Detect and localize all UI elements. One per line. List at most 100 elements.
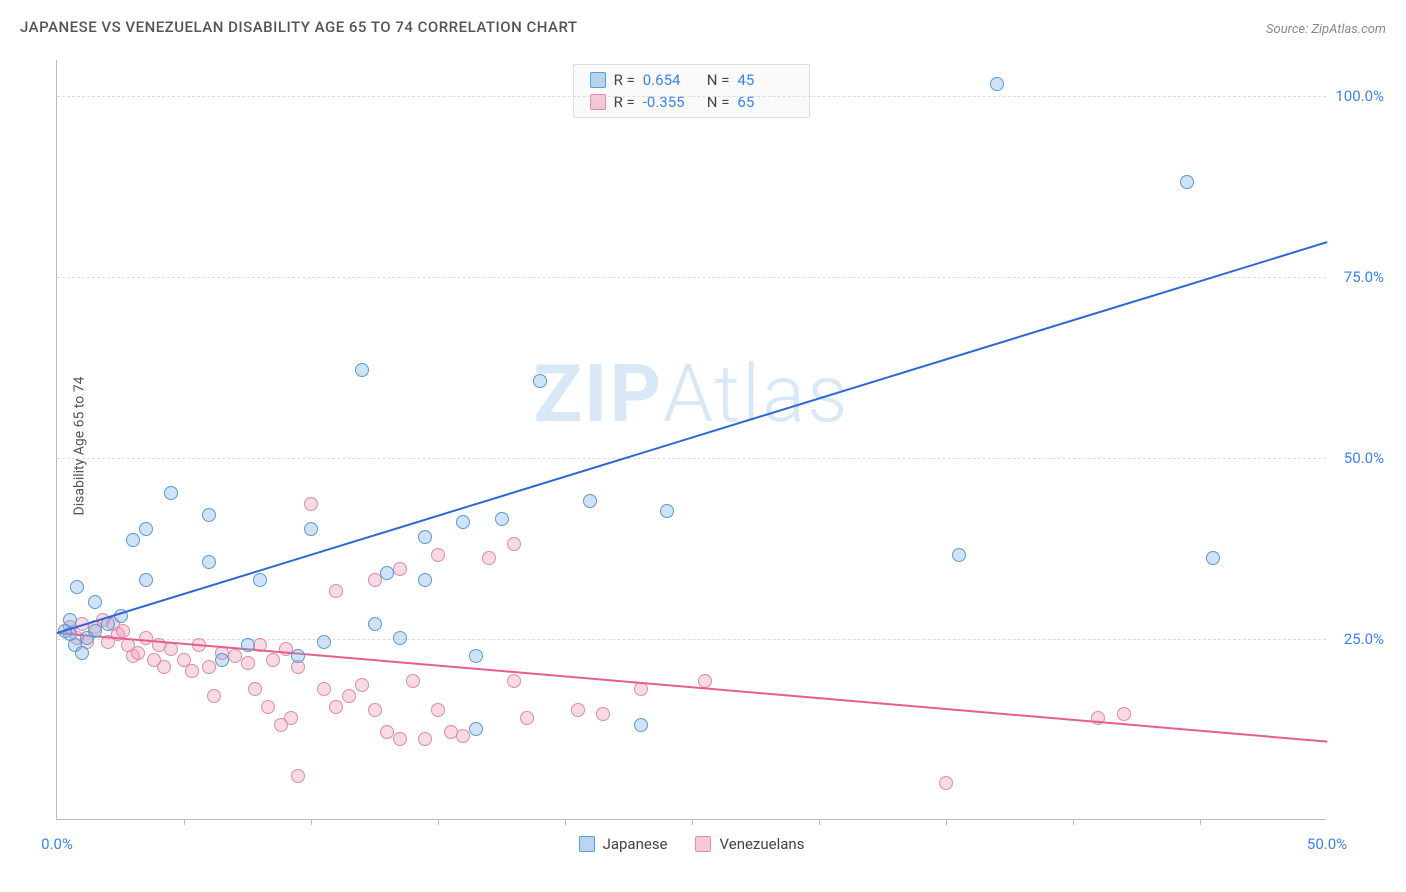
japanese-point <box>368 617 382 631</box>
venezuelans-point <box>368 573 382 587</box>
japanese-point <box>380 566 394 580</box>
japanese-point <box>456 515 470 529</box>
venezuelans-point <box>596 707 610 721</box>
venezuelans-point <box>131 646 145 660</box>
venezuelans-point <box>368 703 382 717</box>
swatch-japanese <box>590 72 606 88</box>
japanese-point <box>139 522 153 536</box>
stat-n-japanese: 45 <box>737 71 793 89</box>
japanese-point <box>393 631 407 645</box>
watermark-bold: ZIP <box>534 347 664 441</box>
japanese-point <box>291 649 305 663</box>
y-tick-label: 25.0% <box>1344 630 1384 648</box>
venezuelans-point <box>418 732 432 746</box>
x-tick-mark <box>565 819 566 825</box>
x-tick-mark <box>1073 819 1074 825</box>
japanese-point <box>70 580 84 594</box>
japanese-point <box>418 573 432 587</box>
venezuelans-point <box>355 678 369 692</box>
japanese-point <box>304 522 318 536</box>
venezuelans-point <box>431 548 445 562</box>
legend-label-venezuelans: Venezuelans <box>720 835 805 853</box>
watermark-thin: Atlas <box>663 347 849 441</box>
venezuelans-point <box>207 689 221 703</box>
venezuelans-point <box>248 682 262 696</box>
japanese-point <box>139 573 153 587</box>
venezuelans-point <box>157 660 171 674</box>
japanese-point <box>164 486 178 500</box>
venezuelans-point <box>939 776 953 790</box>
x-tick-mark <box>946 819 947 825</box>
gridline-h <box>57 458 1326 459</box>
japanese-point <box>317 635 331 649</box>
source-attribution: Source: ZipAtlas.com <box>1266 22 1386 37</box>
venezuelans-point <box>284 711 298 725</box>
stat-label-n: N = <box>707 71 730 89</box>
venezuelans-point <box>241 656 255 670</box>
stat-label-r: R = <box>614 71 635 89</box>
legend-swatch-venezuelans <box>696 836 712 852</box>
japanese-point <box>1206 551 1220 565</box>
chart-title: JAPANESE VS VENEZUELAN DISABILITY AGE 65… <box>20 18 578 36</box>
japanese-point <box>253 573 267 587</box>
y-tick-label: 100.0% <box>1335 87 1384 105</box>
japanese-trendline <box>57 241 1328 634</box>
venezuelans-point <box>393 562 407 576</box>
y-tick-label: 75.0% <box>1344 268 1384 286</box>
x-tick-mark <box>819 819 820 825</box>
venezuelans-point <box>342 689 356 703</box>
japanese-point <box>202 508 216 522</box>
legend-swatch-japanese <box>579 836 595 852</box>
japanese-point <box>126 533 140 547</box>
japanese-point <box>215 653 229 667</box>
venezuelans-point <box>185 664 199 678</box>
stat-r-japanese: 0.654 <box>643 71 699 89</box>
venezuelans-point <box>291 769 305 783</box>
venezuelans-point <box>431 703 445 717</box>
x-tick-mark <box>438 819 439 825</box>
x-tick-label: 0.0% <box>41 835 73 853</box>
japanese-point <box>241 638 255 652</box>
chart-container: JAPANESE VS VENEZUELAN DISABILITY AGE 65… <box>0 0 1406 892</box>
venezuelans-point <box>317 682 331 696</box>
watermark: ZIPAtlas <box>534 347 850 441</box>
japanese-point <box>418 530 432 544</box>
japanese-point <box>634 718 648 732</box>
plot-area: ZIPAtlas R = 0.654 N = 45 R = -0.355 N =… <box>56 60 1326 820</box>
japanese-point <box>88 624 102 638</box>
stats-legend-box: R = 0.654 N = 45 R = -0.355 N = 65 <box>573 64 811 118</box>
japanese-point <box>88 595 102 609</box>
japanese-point <box>660 504 674 518</box>
venezuelans-point <box>520 711 534 725</box>
japanese-point <box>469 722 483 736</box>
japanese-point <box>355 363 369 377</box>
japanese-point <box>495 512 509 526</box>
stats-row-venezuelans: R = -0.355 N = 65 <box>590 91 794 113</box>
japanese-point <box>1180 175 1194 189</box>
venezuelans-point <box>116 624 130 638</box>
japanese-point <box>952 548 966 562</box>
venezuelans-point <box>329 584 343 598</box>
x-tick-label: 50.0% <box>1307 835 1347 853</box>
venezuelans-point <box>571 703 585 717</box>
venezuelans-point <box>304 497 318 511</box>
gridline-h <box>57 277 1326 278</box>
venezuelans-point <box>482 551 496 565</box>
venezuelans-point <box>507 674 521 688</box>
x-tick-mark <box>692 819 693 825</box>
venezuelans-point <box>456 729 470 743</box>
japanese-point <box>533 374 547 388</box>
legend-label-japanese: Japanese <box>603 835 668 853</box>
legend-item-japanese: Japanese <box>579 835 668 853</box>
y-tick-label: 50.0% <box>1344 449 1384 467</box>
japanese-point <box>75 646 89 660</box>
venezuelans-point <box>406 674 420 688</box>
japanese-point <box>990 77 1004 91</box>
bottom-legend: Japanese Venezuelans <box>579 835 805 853</box>
venezuelans-point <box>261 700 275 714</box>
x-tick-mark <box>1200 819 1201 825</box>
japanese-point <box>469 649 483 663</box>
stats-row-japanese: R = 0.654 N = 45 <box>590 69 794 91</box>
venezuelans-point <box>1117 707 1131 721</box>
x-tick-mark <box>184 819 185 825</box>
